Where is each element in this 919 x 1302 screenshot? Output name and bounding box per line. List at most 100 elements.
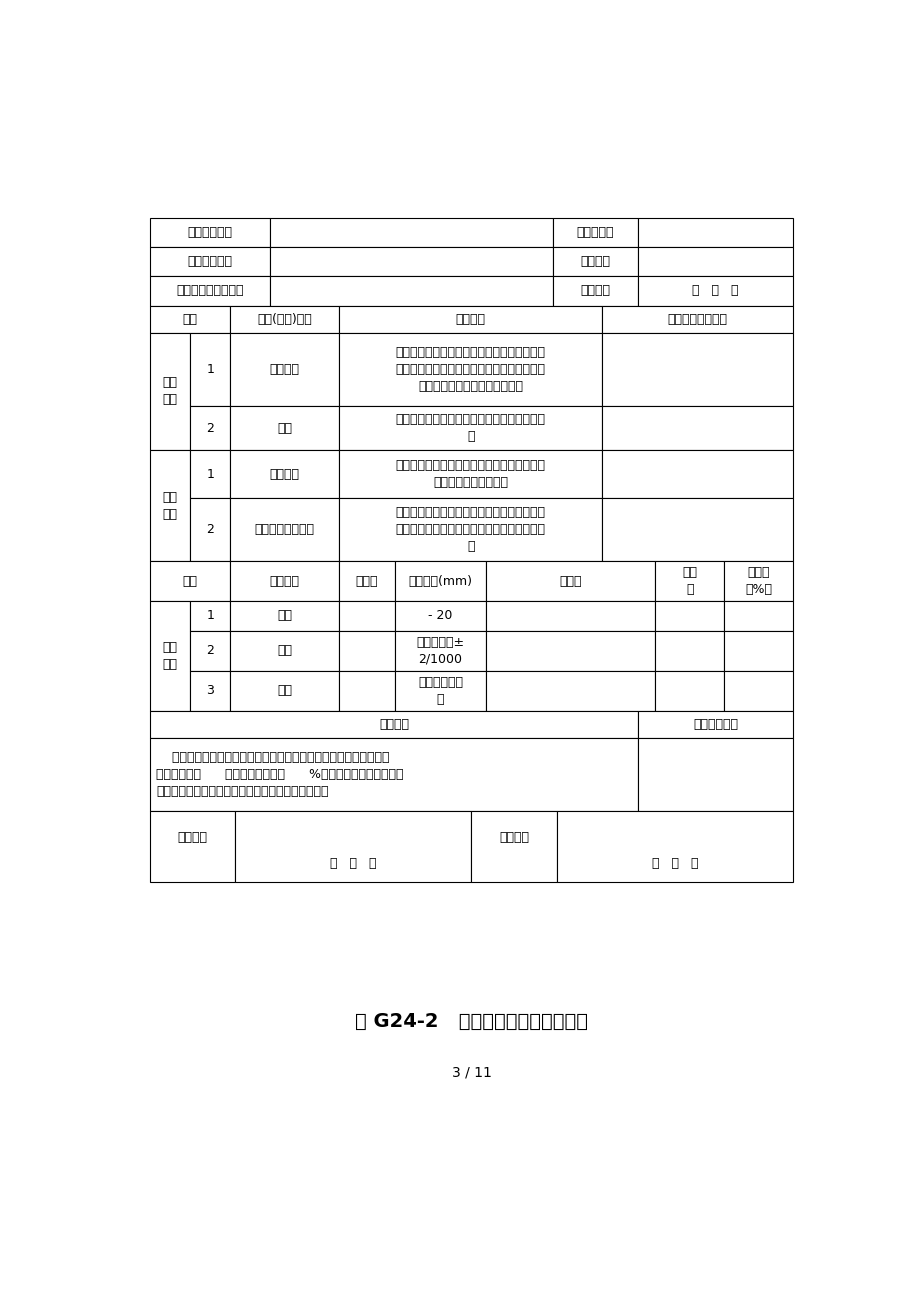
Bar [638, 711, 792, 738]
Text: 一般
项目: 一般 项目 [163, 491, 177, 521]
Text: 钒井工艺: 钒井工艺 [269, 363, 300, 376]
Bar [150, 561, 231, 602]
Text: 评定意见: 评定意见 [379, 717, 409, 730]
Bar [150, 217, 269, 247]
Bar [231, 406, 338, 450]
Bar [552, 247, 638, 276]
Bar [486, 561, 654, 602]
Text: 钒进方法、冲洗介质、泥浆质量（密度、泥浆
粘度、泥浆含沙量、胶体率）井孔防斜及事故
预防等符合设计和规范规定要求: 钒进方法、冲洗介质、泥浆质量（密度、泥浆 粘度、泥浆含沙量、胶体率）井孔防斜及事… [395, 345, 545, 393]
Bar [231, 561, 338, 602]
Text: 主控
项目: 主控 项目 [163, 376, 177, 406]
Bar [190, 602, 231, 630]
Bar [602, 332, 792, 406]
Bar [231, 450, 338, 499]
Bar [638, 217, 792, 247]
Text: 监理单位: 监理单位 [499, 831, 528, 844]
Bar [638, 247, 792, 276]
Bar [338, 332, 602, 406]
Bar [269, 247, 552, 276]
Text: 疏孔、换浆和试孔: 疏孔、换浆和试孔 [255, 523, 314, 536]
Bar [150, 602, 190, 711]
Bar [654, 671, 723, 711]
Bar [338, 406, 602, 450]
Bar [552, 276, 638, 306]
Text: 合格
数: 合格 数 [681, 566, 697, 596]
Text: 工序质量等级: 工序质量等级 [692, 717, 737, 730]
Text: 松散层中的井孔、泥浆护壁的井孔及下井管前
校正孔径孔深和测斜等符合设计和规范规定要
求: 松散层中的井孔、泥浆护壁的井孔及下井管前 校正孔径孔深和测斜等符合设计和规范规定… [395, 506, 545, 553]
Bar [150, 276, 269, 306]
Text: 按设计孔深终孔后，疏孔、换浆和试孔作业符
合设计和规范规定要求: 按设计孔深终孔后，疏孔、换浆和试孔作业符 合设计和规范规定要求 [395, 460, 545, 490]
Bar [231, 499, 338, 561]
Bar [471, 811, 556, 881]
Text: 孔径: 孔径 [277, 609, 292, 622]
Bar [602, 306, 792, 332]
Bar [190, 332, 231, 406]
Text: 单元工程量: 单元工程量 [576, 227, 614, 240]
Text: 年   月   日: 年 月 日 [651, 858, 698, 870]
Text: 分部工程名称: 分部工程名称 [187, 255, 233, 268]
Text: 1: 1 [206, 363, 214, 376]
Bar [602, 406, 792, 450]
Bar [723, 602, 792, 630]
Text: 施工单位: 施工单位 [580, 255, 610, 268]
Text: 3: 3 [206, 684, 214, 697]
Bar [602, 450, 792, 499]
Bar [338, 499, 602, 561]
Bar [150, 450, 190, 561]
Text: 2: 2 [206, 422, 214, 435]
Bar [556, 811, 792, 881]
Bar [338, 306, 602, 332]
Text: 表 G24-2   井管安装工序质量评定表: 表 G24-2 井管安装工序质量评定表 [355, 1012, 587, 1031]
Text: 1: 1 [206, 467, 214, 480]
Text: 3 / 11: 3 / 11 [451, 1065, 491, 1079]
Bar [235, 811, 471, 881]
Bar [269, 217, 552, 247]
Bar [231, 602, 338, 630]
Bar [394, 561, 486, 602]
Bar [338, 561, 394, 602]
Bar [394, 630, 486, 671]
Text: 检验（检查）记录: 检验（检查）记录 [667, 312, 727, 326]
Bar [394, 602, 486, 630]
Bar [654, 561, 723, 602]
Text: - 20: - 20 [428, 609, 452, 622]
Text: 不超过设计±
2/1000: 不超过设计± 2/1000 [416, 635, 464, 665]
Text: 检验(检查)项目: 检验(检查)项目 [257, 312, 312, 326]
Text: 评定日期: 评定日期 [580, 285, 610, 297]
Bar [638, 738, 792, 811]
Text: 主控项目检验（检查）结果全部符合质量标准要求；一般检验（检
查项目）结果      质量标准和逐项有      %及以上的检测点合格，且
不合格点不集中；各项报: 主控项目检验（检查）结果全部符合质量标准要求；一般检验（检 查项目）结果 质量标… [156, 751, 403, 798]
Bar [269, 276, 552, 306]
Bar [723, 671, 792, 711]
Text: 项次: 项次 [183, 574, 198, 587]
Text: 检测项目: 检测项目 [269, 574, 300, 587]
Text: 对井孔进行了电测，附有真实的测井综合成果
图: 对井孔进行了电测，附有真实的测井综合成果 图 [395, 413, 545, 443]
Bar [486, 630, 654, 671]
Text: 质量标准: 质量标准 [455, 312, 485, 326]
Bar [552, 217, 638, 247]
Text: 设计值: 设计值 [356, 574, 378, 587]
Text: 施工准备: 施工准备 [269, 467, 300, 480]
Bar [150, 332, 190, 450]
Text: 实测值: 实测值 [559, 574, 582, 587]
Bar [231, 671, 338, 711]
Bar [190, 630, 231, 671]
Bar [338, 630, 394, 671]
Bar [150, 811, 235, 881]
Text: 不超过设计要
求: 不超过设计要 求 [417, 676, 462, 706]
Text: 合格率
（%）: 合格率 （%） [744, 566, 771, 596]
Bar [190, 499, 231, 561]
Text: 孔斜: 孔斜 [277, 684, 292, 697]
Text: 单元工程名称、编号: 单元工程名称、编号 [176, 285, 244, 297]
Bar [338, 602, 394, 630]
Bar [150, 306, 231, 332]
Text: 允许偏差(mm): 允许偏差(mm) [408, 574, 472, 587]
Bar [723, 630, 792, 671]
Bar [654, 602, 723, 630]
Text: 孔深: 孔深 [277, 644, 292, 658]
Text: 年   月   日: 年 月 日 [692, 285, 738, 297]
Bar [231, 332, 338, 406]
Text: 一般
项目: 一般 项目 [163, 641, 177, 671]
Bar [150, 247, 269, 276]
Bar [190, 406, 231, 450]
Text: 测井: 测井 [277, 422, 292, 435]
